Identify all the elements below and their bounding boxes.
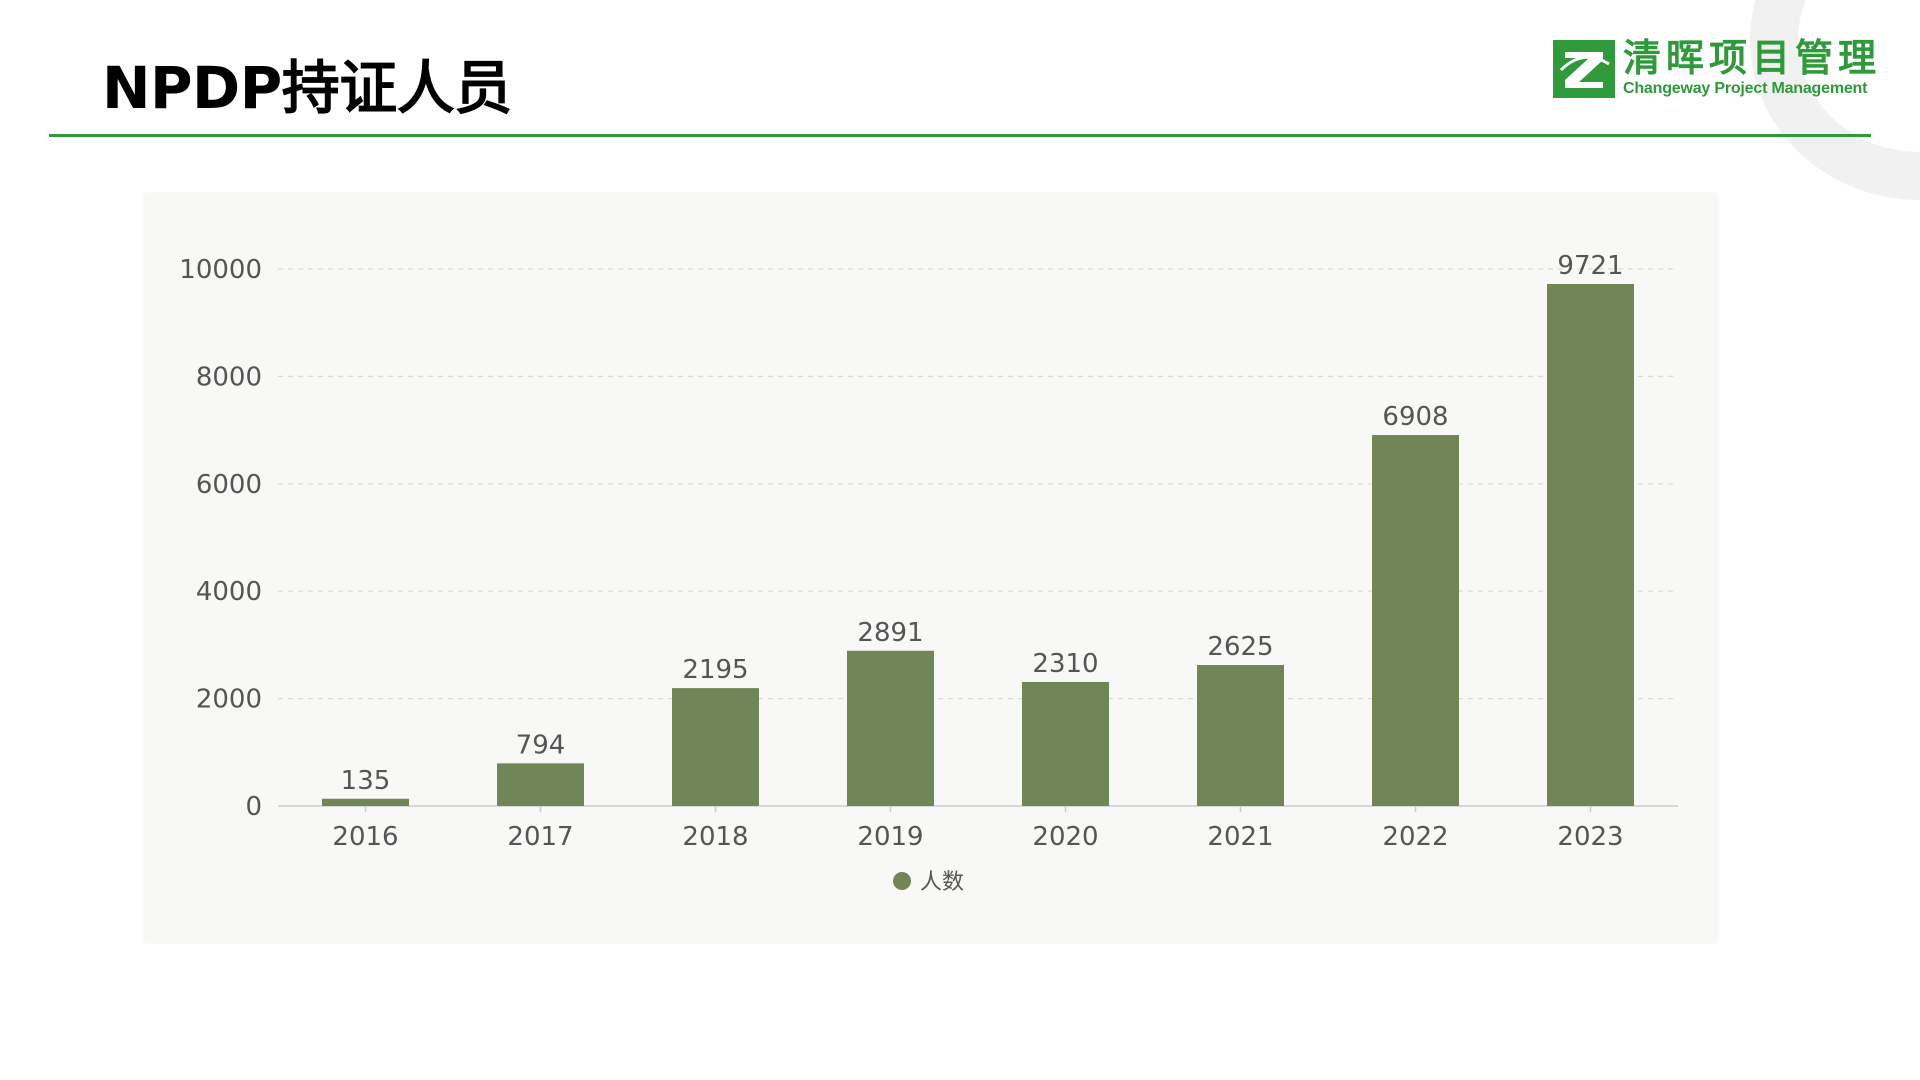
title-divider [49, 134, 1871, 137]
data-label-2019: 2891 [857, 618, 923, 648]
bar-2018[interactable] [672, 688, 759, 806]
data-label-2021: 2625 [1207, 632, 1273, 662]
data-label-2020: 2310 [1032, 649, 1098, 679]
x-tick-label-2022: 2022 [1382, 822, 1448, 852]
bar-2017[interactable] [497, 763, 584, 806]
legend-marker-icon[interactable] [893, 872, 911, 890]
logo-z-icon [1553, 40, 1615, 98]
x-tick-label-2020: 2020 [1032, 822, 1098, 852]
company-logo: 清晖项目管理 Changeway Project Management [1553, 36, 1876, 102]
data-labels: 135 794 2195 2891 2310 2625 6908 9721 [341, 251, 1624, 796]
x-tick-label-2018: 2018 [682, 822, 748, 852]
x-tick-label-2019: 2019 [857, 822, 923, 852]
data-label-2017: 794 [516, 730, 566, 760]
logo-name-en: Changeway Project Management [1623, 80, 1868, 97]
chart-panel: 0 2000 4000 6000 8000 10000 2016 2017 2018 2019 20… [144, 193, 1718, 943]
bar-2022[interactable] [1372, 435, 1459, 806]
bar-2019[interactable] [847, 650, 934, 806]
bar-2021[interactable] [1197, 665, 1284, 806]
data-label-2023: 9721 [1557, 251, 1623, 281]
bar-2020[interactable] [1022, 681, 1109, 806]
logo-mark-icon [1553, 40, 1615, 98]
axes: 0 2000 4000 6000 8000 10000 2016 2017 2018 2019 20… [179, 255, 1678, 852]
bar-chart: 0 2000 4000 6000 8000 10000 2016 2017 2018 2019 20… [179, 251, 1678, 895]
bar-2023[interactable] [1547, 283, 1634, 806]
y-tick-label: 6000 [196, 470, 262, 500]
x-tick-label-2016: 2016 [332, 822, 398, 852]
page-title: NPDP持证人员 [102, 54, 512, 122]
bar-2016[interactable] [322, 798, 409, 806]
legend: 人数 [893, 870, 964, 895]
bars [322, 283, 1634, 806]
legend-label[interactable]: 人数 [920, 870, 964, 895]
y-tick-label: 10000 [179, 255, 262, 285]
x-tick-label-2023: 2023 [1557, 822, 1623, 852]
grid-lines [278, 268, 1678, 700]
y-tick-label: 4000 [196, 577, 262, 607]
data-label-2016: 135 [341, 766, 391, 796]
x-tick-label-2021: 2021 [1207, 822, 1273, 852]
y-tick-label: 8000 [196, 362, 262, 392]
data-label-2018: 2195 [682, 655, 748, 685]
data-label-2022: 6908 [1382, 402, 1448, 432]
x-tick-label-2017: 2017 [507, 822, 573, 852]
y-tick-label: 2000 [196, 685, 262, 715]
y-tick-label: 0 [245, 792, 262, 822]
logo-name-cn: 清晖项目管理 [1623, 36, 1882, 80]
